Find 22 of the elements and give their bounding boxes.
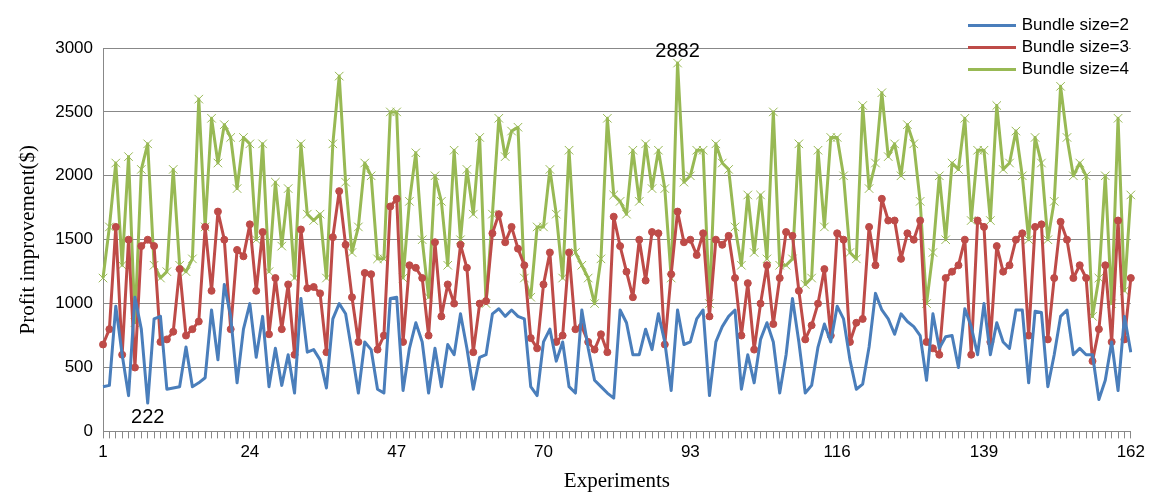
legend-label: Bundle size=2 xyxy=(1021,14,1129,36)
x-tick-label: 162 xyxy=(1116,442,1146,462)
y-tick-label: 1000 xyxy=(55,293,94,313)
y-tick-label: 2000 xyxy=(55,165,94,185)
x-tick-label: 1 xyxy=(98,442,108,462)
y-tick-label: 0 xyxy=(83,421,94,441)
legend-label: Bundle size=3 xyxy=(1021,36,1129,58)
y-tick-label: 3000 xyxy=(55,37,94,57)
y-tick-label: 1500 xyxy=(55,229,94,249)
x-tick-label: 24 xyxy=(240,442,260,462)
y-axis-title: Profit improvement($) xyxy=(15,144,40,335)
x-tick-label: 47 xyxy=(387,442,407,462)
annotation: 222 xyxy=(131,404,165,427)
legend-label: Bundle size=4 xyxy=(1021,58,1129,80)
x-tick-label: 93 xyxy=(680,442,700,462)
x-tick-label: 139 xyxy=(969,442,999,462)
y-tick-label: 2500 xyxy=(55,101,94,121)
x-tick-label: 70 xyxy=(534,442,553,462)
x-axis-title: Experiments xyxy=(563,467,670,492)
x-tick-label: 116 xyxy=(823,442,851,462)
annotation: 2882 xyxy=(655,38,700,61)
y-tick-label: 500 xyxy=(64,357,94,377)
